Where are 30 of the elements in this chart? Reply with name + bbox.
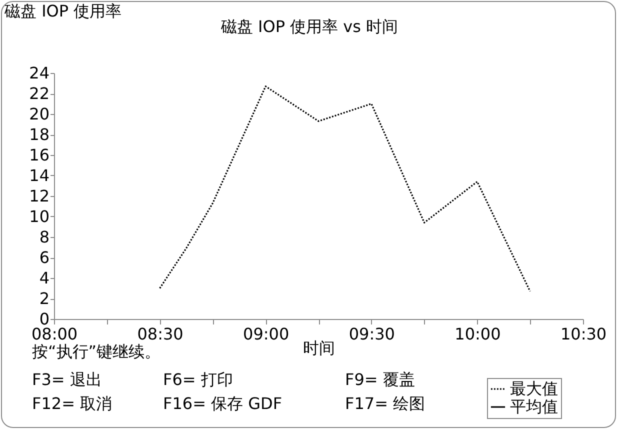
text: 按“执行”键继续。 [32,342,161,361]
x-tick-label: 09:30 [348,324,395,344]
text: F16= 保存 GDF [163,394,282,413]
y-tick-label: 4 [39,268,50,288]
chart-title: 磁盘 IOP 使用率 vs 时间 [220,17,398,36]
text: F3= 退出 [32,370,102,389]
x-tick-label: 08:30 [137,324,184,344]
text: F17= 绘图 [345,394,426,413]
y-tick-label: 20 [29,104,50,124]
text: F6= 打印 [163,370,233,389]
y-axis-title: 磁盘 IOP 使用率 [4,2,122,20]
x-tick-label: 09:00 [243,324,290,344]
y-tick-label: 22 [29,84,50,103]
y-tick-label: 24 [29,64,50,82]
y-tick-label: 16 [29,146,50,164]
x-tick-label: 10:00 [454,324,501,344]
line-series [159,86,531,292]
y-tick-label: 10 [29,207,50,226]
x-axis-title: 时间 [303,338,335,358]
y-tick-label: 14 [29,166,50,185]
legend-label: 最大值 [510,379,558,398]
y-tick-label: 18 [29,125,50,144]
x-tick-label: 10:30 [560,324,607,344]
text: F9= 覆盖 [345,370,415,389]
text: F12= 取消 [32,394,112,413]
legend-label: 平均值 [510,397,558,416]
y-tick-label: 2 [39,289,50,308]
y-tick-label: 12 [29,186,50,206]
y-tick-label: 8 [39,228,50,246]
y-tick-label: 6 [39,248,50,267]
